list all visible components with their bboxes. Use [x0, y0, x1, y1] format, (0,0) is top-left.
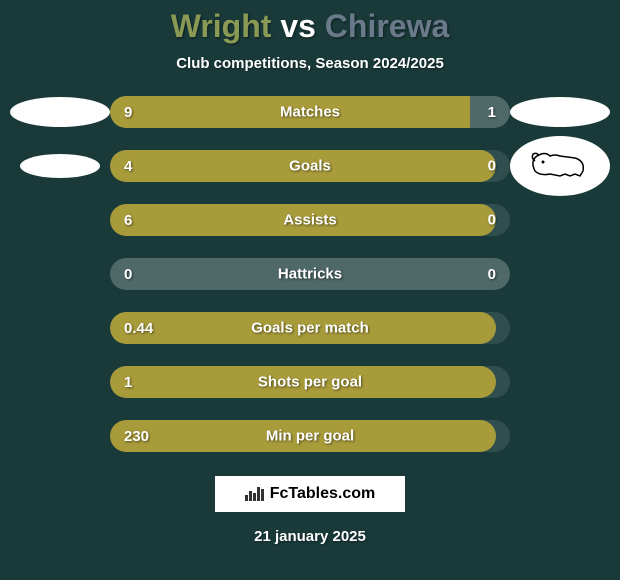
- right-badge-slot: [510, 92, 610, 132]
- stat-row: 230 Min per goal: [0, 416, 620, 456]
- stat-bar-right: 1: [470, 96, 510, 128]
- player1-name: Wright: [171, 8, 272, 44]
- ram-icon: [525, 146, 595, 186]
- right-badge-slot: [510, 362, 610, 402]
- left-badge-slot: [10, 416, 110, 456]
- stat-label: Assists: [283, 212, 336, 229]
- chart-icon: [245, 487, 264, 501]
- stat-p1-value: 9: [124, 104, 132, 121]
- stat-row: 0 4 Goals: [0, 146, 620, 186]
- vs-text: vs: [280, 8, 316, 44]
- stat-bar: 9 1 Matches: [110, 96, 510, 128]
- stat-bar-right: [496, 204, 510, 236]
- player2-name: Chirewa: [325, 8, 449, 44]
- stat-bar-right: [496, 420, 510, 452]
- right-badge-slot: [510, 146, 610, 186]
- stat-bar-right: [496, 366, 510, 398]
- stats-bars: 9 1 Matches 0 4 Goals 0 6 Assists 0 0 Hattricks 0.44…: [0, 92, 620, 456]
- stat-p1-value: 230: [124, 428, 149, 445]
- comparison-infographic: Wright vs Chirewa Club competitions, Sea…: [0, 0, 620, 580]
- stat-bar: 0 0 Hattricks: [110, 258, 510, 290]
- stat-p2-value: 0: [488, 158, 496, 175]
- stat-p1-value: 4: [124, 158, 132, 175]
- stat-p2-value: 0: [488, 212, 496, 229]
- stat-bar: 230 Min per goal: [110, 420, 510, 452]
- stat-row: 0 0 Hattricks: [0, 254, 620, 294]
- right-badge-slot: [510, 254, 610, 294]
- player2-club-badge: [510, 136, 610, 196]
- left-badge-slot: [10, 146, 110, 186]
- stat-bar: 1 Shots per goal: [110, 366, 510, 398]
- left-badge-slot: [10, 362, 110, 402]
- stat-row: 0 6 Assists: [0, 200, 620, 240]
- stat-p1-value: 0.44: [124, 320, 153, 337]
- right-badge-slot: [510, 200, 610, 240]
- stat-row: 1 Shots per goal: [0, 362, 620, 402]
- stat-bar: 0 4 Goals: [110, 150, 510, 182]
- player1-club-badge: [20, 154, 100, 178]
- title: Wright vs Chirewa: [171, 8, 450, 45]
- subtitle: Club competitions, Season 2024/2025: [176, 55, 444, 72]
- player2-club-badge: [510, 97, 610, 127]
- left-badge-slot: [10, 92, 110, 132]
- stat-p2-value: 1: [488, 104, 496, 121]
- stat-label: Shots per goal: [258, 374, 362, 391]
- stat-bar: 0.44 Goals per match: [110, 312, 510, 344]
- stat-p1-value: 1: [124, 374, 132, 391]
- stat-bar: 0 6 Assists: [110, 204, 510, 236]
- stat-bar-right: [496, 150, 510, 182]
- branding-box: FcTables.com: [215, 476, 405, 512]
- right-badge-slot: [510, 416, 610, 456]
- stat-row: 0.44 Goals per match: [0, 308, 620, 348]
- stat-label: Goals per match: [251, 320, 369, 337]
- right-badge-slot: [510, 308, 610, 348]
- stat-bar-right: [496, 312, 510, 344]
- left-badge-slot: [10, 200, 110, 240]
- stat-label: Goals: [289, 158, 331, 175]
- left-badge-slot: [10, 254, 110, 294]
- stat-p1-value: 0: [124, 266, 132, 283]
- stat-label: Min per goal: [266, 428, 354, 445]
- stat-row: 9 1 Matches: [0, 92, 620, 132]
- branding-text: FcTables.com: [270, 485, 376, 503]
- stat-label: Hattricks: [278, 266, 342, 283]
- stat-p2-value: 0: [488, 266, 496, 283]
- date-text: 21 january 2025: [254, 528, 366, 545]
- stat-p1-value: 6: [124, 212, 132, 229]
- player1-club-badge: [10, 97, 110, 127]
- left-badge-slot: [10, 308, 110, 348]
- stat-label: Matches: [280, 104, 340, 121]
